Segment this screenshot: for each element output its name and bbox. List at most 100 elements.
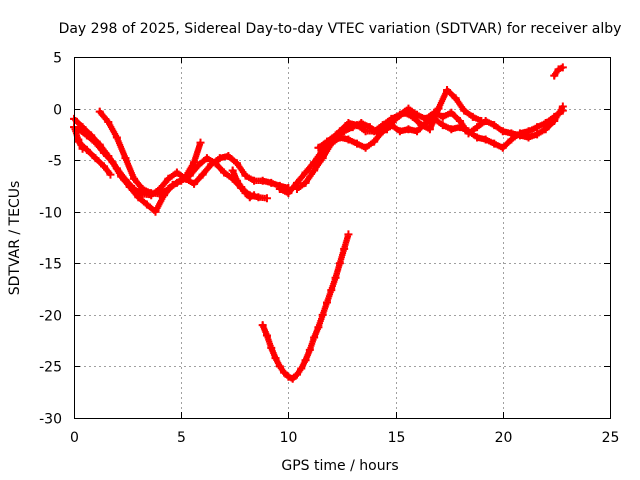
data-point	[438, 121, 447, 130]
data-point	[340, 244, 349, 253]
data-point	[134, 193, 143, 202]
data-point	[106, 170, 115, 179]
data-point	[95, 107, 104, 116]
data-point	[237, 182, 246, 191]
data-point	[314, 143, 323, 152]
data-point	[374, 129, 383, 138]
data-point	[91, 138, 100, 147]
data-point	[138, 185, 147, 194]
y-tick-label: -5	[48, 154, 62, 170]
data-point	[147, 189, 156, 198]
data-point	[194, 161, 203, 170]
data-point	[164, 174, 173, 183]
data-point	[267, 178, 276, 187]
x-tick-label: 0	[70, 430, 79, 446]
data-point	[357, 119, 366, 128]
data-point	[447, 108, 456, 117]
data-point	[211, 159, 220, 168]
y-tick-label: -10	[39, 206, 62, 222]
data-point	[361, 143, 370, 152]
series-track-11	[550, 63, 567, 80]
x-tick-label: 15	[388, 430, 406, 446]
data-point	[130, 174, 139, 183]
data-point	[172, 168, 181, 177]
data-point	[425, 125, 434, 134]
data-point	[220, 168, 229, 177]
data-point	[74, 135, 83, 144]
data-point	[391, 114, 400, 123]
y-tick-label: -15	[39, 257, 62, 273]
data-point	[438, 112, 447, 121]
data-point	[322, 137, 331, 146]
data-point	[353, 139, 362, 148]
data-point	[460, 106, 469, 115]
data-point	[275, 362, 284, 371]
data-point	[310, 166, 319, 175]
data-point	[100, 148, 109, 157]
data-point	[78, 144, 87, 153]
series-track-3	[95, 107, 205, 199]
data-point	[515, 129, 524, 138]
data-point	[121, 154, 130, 163]
data-point	[340, 127, 349, 136]
data-point	[331, 273, 340, 282]
data-point	[498, 143, 507, 152]
data-point	[155, 190, 164, 199]
data-point	[335, 259, 344, 268]
y-tick-label: 5	[53, 51, 62, 67]
data-point	[284, 372, 293, 381]
series-track-10	[258, 230, 353, 383]
data-point	[464, 127, 473, 136]
data-point	[284, 189, 293, 198]
x-tick-label: 10	[280, 430, 298, 446]
data-point	[344, 135, 353, 144]
y-tick-label: 0	[53, 103, 62, 119]
data-point	[370, 137, 379, 146]
data-point	[554, 65, 563, 74]
data-points	[70, 63, 567, 383]
data-point	[507, 135, 516, 144]
data-point	[262, 194, 271, 203]
data-point	[280, 368, 289, 377]
data-point	[151, 207, 160, 216]
data-point	[190, 179, 199, 188]
data-point	[348, 123, 357, 132]
data-point	[245, 193, 254, 202]
data-point	[383, 125, 392, 134]
data-point	[262, 331, 271, 340]
x-tick-labels: 0 5 10 15 20 25	[70, 430, 619, 446]
data-point	[310, 158, 319, 167]
data-point	[533, 130, 542, 139]
chart-title: Day 298 of 2025, Sidereal Day-to-day VTE…	[59, 21, 622, 37]
data-point	[142, 200, 151, 209]
data-point	[224, 152, 233, 161]
data-point	[292, 370, 301, 379]
data-point	[267, 343, 276, 352]
data-point	[202, 154, 211, 163]
data-point	[310, 333, 319, 342]
series-track-9	[314, 86, 486, 152]
y-tick-label: -30	[39, 412, 62, 428]
data-point	[417, 121, 426, 130]
data-point	[271, 354, 280, 363]
data-point	[395, 127, 404, 136]
x-tick-label: 5	[177, 430, 186, 446]
data-point	[404, 125, 413, 134]
data-point	[473, 123, 482, 132]
data-point	[455, 123, 464, 132]
data-point	[232, 159, 241, 168]
data-point	[434, 104, 443, 113]
data-point	[331, 131, 340, 140]
data-point	[108, 158, 117, 167]
x-tick-label: 20	[495, 430, 513, 446]
data-point	[254, 193, 263, 202]
data-point	[100, 162, 109, 171]
data-point	[447, 125, 456, 134]
tick-marks	[74, 57, 611, 419]
y-tick-labels: 5 0 -5 -10 -15 -20 -25 -30	[39, 51, 62, 428]
data-point	[558, 63, 567, 72]
data-point	[258, 176, 267, 185]
data-point	[365, 123, 374, 132]
